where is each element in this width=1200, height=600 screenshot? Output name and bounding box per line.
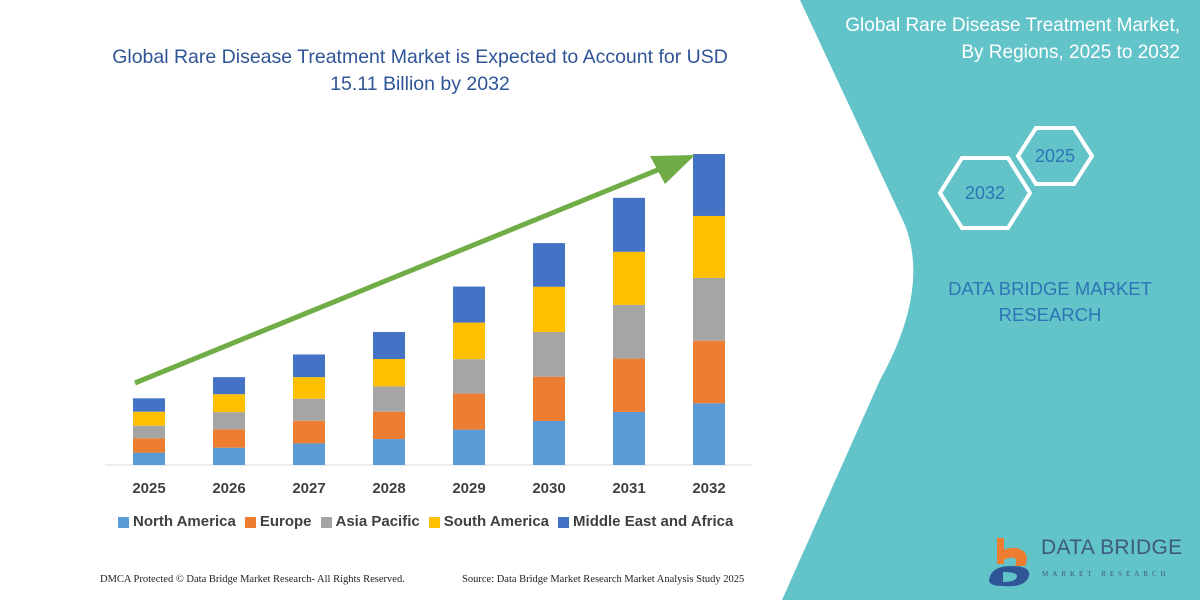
legend-swatch [118, 516, 129, 528]
bar-segment-2030-south-america [533, 286, 565, 333]
hexagon-2025 [1015, 126, 1095, 186]
bar-segment-2026-middle-east-and-africa [213, 377, 245, 395]
bar-segment-2029-north-america [453, 429, 485, 465]
bar-segment-2028-north-america [373, 439, 405, 465]
bar-segment-2028-europe [373, 411, 405, 440]
bar-segment-2029-europe [453, 393, 485, 430]
hex-label-2025: 2025 [1034, 146, 1076, 166]
bar-segment-2025-middle-east-and-africa [133, 398, 165, 412]
logo-icon [989, 538, 1030, 587]
legend-label: South America [443, 513, 550, 530]
bar-segment-2030-asia-pacific [533, 332, 565, 377]
bar-segment-2028-middle-east-and-africa [373, 332, 405, 360]
bar-segment-2030-north-america [533, 420, 565, 465]
copyright-text: DMCA Protected © Data Bridge Market Rese… [100, 574, 405, 585]
x-tick-label: 2028 [372, 480, 406, 497]
bar-segment-2029-south-america [453, 322, 485, 360]
legend-label: Middle East and Africa [573, 513, 734, 530]
hex-label-2032: 2032 [964, 183, 1006, 203]
bar-segment-2028-south-america [373, 359, 405, 387]
bar-segment-2032-europe [693, 340, 725, 404]
x-tick-label: 2027 [292, 480, 326, 497]
legend-swatch [244, 516, 256, 528]
bar-segment-2032-south-america [693, 215, 725, 278]
bar-segment-2030-europe [533, 376, 565, 421]
bar-segment-2028-asia-pacific [373, 386, 405, 412]
legend-label: Europe [259, 513, 312, 530]
legend-item: North America [118, 513, 236, 531]
bar-segment-2030-middle-east-and-africa [533, 243, 565, 287]
bar-segment-2032-asia-pacific [693, 277, 725, 341]
bar-segment-2026-south-america [213, 394, 245, 413]
legend-item: Middle East and Africa [558, 513, 733, 531]
bar-segment-2026-north-america [213, 447, 245, 465]
side-panel-title: Global Rare Disease Treatment Market, By… [845, 15, 1180, 63]
hexagon-2032 [937, 156, 1033, 230]
bar-segment-2025-europe [133, 438, 165, 453]
bar-segment-2031-asia-pacific [613, 304, 645, 359]
bar-segment-2025-asia-pacific [133, 425, 165, 439]
logo-subtext: MARKET RESEARCH [1042, 570, 1170, 578]
bar-segment-2027-asia-pacific [293, 398, 325, 421]
legend-swatch [320, 516, 332, 528]
legend-label: North America [133, 513, 236, 530]
x-tick-label: 2029 [452, 480, 486, 497]
x-tick-label: 2025 [132, 480, 166, 497]
bar-segment-2031-south-america [613, 251, 645, 305]
logo-text: DATA BRIDGE [1041, 536, 1183, 559]
x-tick-label: 2026 [212, 480, 246, 497]
x-tick-label: 2032 [692, 480, 726, 497]
legend-swatch [558, 516, 570, 528]
trend-arrow [134, 155, 695, 386]
brand-text: DATA BRIDGE MARKET RESEARCH [948, 278, 1152, 325]
legend-item: Asia Pacific [320, 513, 420, 531]
data-bridge-logo: DATA BRIDGE MARKET RESEARCH [985, 536, 1182, 592]
bar-segment-2027-north-america [293, 443, 325, 465]
legend-label: Asia Pacific [335, 513, 420, 530]
legend-item: South America [428, 513, 550, 531]
bar-segment-2031-europe [613, 358, 645, 412]
bar-segment-2031-middle-east-and-africa [613, 197, 645, 252]
bar-segment-2032-middle-east-and-africa [693, 154, 725, 216]
teal-side-panel [782, 0, 1200, 600]
bar-segment-2026-europe [213, 429, 245, 448]
legend-swatch [428, 516, 440, 528]
source-text: Source: Data Bridge Market Research Mark… [462, 574, 745, 585]
legend-item: Europe [244, 513, 312, 531]
bar-segment-2029-asia-pacific [453, 359, 485, 394]
bar-segment-2027-europe [293, 420, 325, 444]
bar-segment-2027-south-america [293, 377, 325, 399]
bar-segment-2025-south-america [133, 411, 165, 426]
bar-segment-2026-asia-pacific [213, 412, 245, 430]
bar-segment-2032-north-america [693, 403, 725, 465]
bar-segment-2031-north-america [613, 411, 645, 465]
bar-segment-2029-middle-east-and-africa [453, 286, 485, 323]
x-tick-label: 2030 [532, 480, 566, 497]
bar-segment-2027-middle-east-and-africa [293, 354, 325, 378]
x-tick-label: 2031 [612, 480, 646, 497]
chart-title: Global Rare Disease Treatment Market is … [112, 46, 728, 95]
bar-segment-2025-north-america [133, 452, 165, 465]
legend: North America Europe Asia Pacific South … [118, 513, 733, 531]
